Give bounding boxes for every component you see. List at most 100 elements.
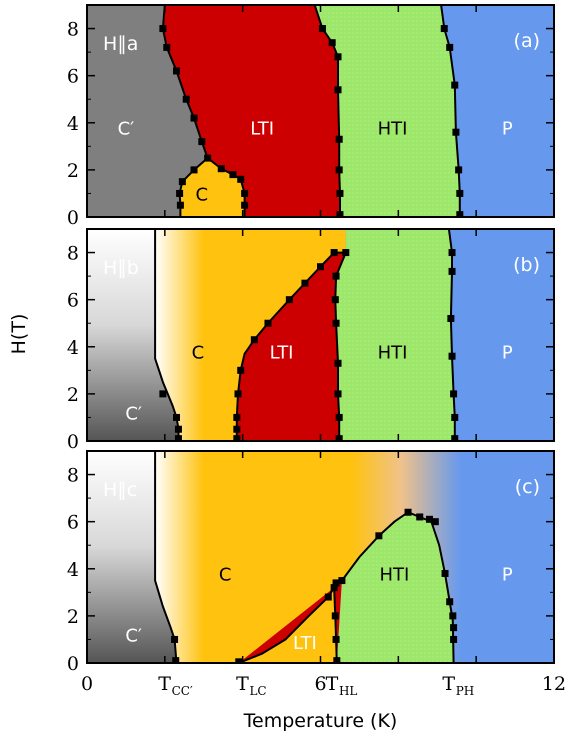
data-marker [190, 166, 198, 174]
data-marker [332, 579, 340, 587]
data-marker [333, 657, 341, 663]
phase-label-C-prime: C′ [125, 626, 142, 647]
data-marker [318, 25, 326, 33]
data-marker [335, 135, 343, 143]
data-marker [229, 171, 237, 179]
data-marker [336, 189, 344, 197]
data-marker [233, 413, 241, 421]
phase-label-P: P [502, 342, 513, 363]
data-marker [375, 532, 383, 540]
data-marker [334, 53, 342, 61]
data-marker [241, 201, 249, 209]
region-C-prime [87, 5, 208, 217]
data-marker [448, 352, 456, 360]
data-marker [446, 598, 454, 606]
data-marker [404, 508, 412, 516]
y-tick-label: 0 [67, 431, 79, 453]
data-marker [174, 435, 182, 441]
data-marker [182, 95, 190, 103]
phase-label-LTI: LTI [293, 633, 317, 654]
data-marker [336, 211, 344, 217]
data-marker [173, 413, 181, 421]
data-marker [455, 166, 463, 174]
data-marker [416, 513, 424, 521]
field-label: H∥c [103, 479, 137, 501]
phase-label-LTI: LTI [270, 342, 294, 363]
data-marker [447, 315, 455, 323]
y-tick-label: 4 [67, 337, 79, 359]
y-tick-label: 8 [67, 19, 79, 41]
data-marker [332, 319, 340, 327]
region-HTI [334, 512, 454, 663]
y-tick-label: 4 [67, 559, 79, 581]
field-label: H∥a [103, 33, 138, 55]
data-marker [332, 272, 340, 280]
data-marker [174, 425, 182, 433]
data-marker [190, 114, 198, 122]
phase-label-C-prime: C′ [118, 118, 135, 139]
data-marker [173, 67, 181, 75]
y-tick-label: 0 [67, 207, 79, 229]
transition-label: T [236, 673, 249, 695]
phase-label-LTI: LTI [250, 118, 274, 139]
data-marker [334, 86, 342, 94]
phase-label-HTI: HTI [380, 564, 410, 585]
transition-label: T [158, 673, 171, 695]
panel-label: (b) [513, 254, 540, 276]
data-marker [331, 296, 339, 304]
region-HTI [335, 229, 455, 441]
data-marker [449, 612, 457, 620]
data-marker [335, 166, 343, 174]
boundary-LTI_HTI [333, 587, 338, 663]
y-tick-label: 8 [67, 243, 79, 265]
data-marker [301, 279, 309, 287]
data-marker [338, 577, 346, 585]
y-tick-label: 6 [67, 290, 79, 312]
region-LTI [236, 252, 346, 441]
data-marker [331, 612, 339, 620]
data-marker [451, 81, 459, 89]
data-marker [431, 518, 439, 526]
y-tick-label: 2 [67, 384, 79, 406]
boundary-Cprime_C [154, 451, 178, 663]
data-marker [285, 296, 293, 304]
phase-label-HTI: HTI [378, 118, 408, 139]
data-marker [176, 189, 184, 197]
data-marker [446, 43, 454, 51]
y-tick-label: 4 [67, 113, 79, 135]
data-marker [342, 249, 350, 257]
phase-label-HTI: HTI [378, 342, 408, 363]
x-tick-label: 6 [314, 673, 326, 695]
data-marker [317, 263, 324, 271]
data-marker [204, 154, 212, 162]
data-marker [441, 569, 449, 577]
data-marker [235, 658, 243, 663]
data-marker [264, 319, 272, 327]
phase-label-C: C [192, 342, 205, 363]
data-marker [241, 189, 249, 197]
y-tick-label: 8 [67, 465, 79, 487]
data-marker [456, 189, 464, 197]
data-marker [450, 390, 458, 398]
data-marker [324, 593, 332, 601]
data-marker [451, 435, 459, 441]
data-marker [456, 211, 464, 217]
transition-label-sub: LC [249, 684, 266, 698]
data-marker [330, 584, 338, 592]
data-marker [334, 359, 342, 367]
data-marker [440, 25, 448, 33]
data-marker [335, 413, 343, 421]
data-marker [330, 249, 338, 257]
boundary-LTI_HTI [334, 252, 347, 441]
data-marker [250, 336, 258, 344]
data-marker [425, 515, 433, 523]
transition-label-sub: CC′ [172, 684, 193, 698]
y-tick-label: 2 [67, 160, 79, 182]
data-marker [233, 435, 241, 441]
data-marker [237, 175, 245, 183]
panel-label: (c) [515, 476, 540, 498]
phase-label-C-prime: C′ [125, 404, 142, 425]
data-marker [178, 178, 186, 186]
y-axis-title: H(T) [8, 314, 30, 355]
